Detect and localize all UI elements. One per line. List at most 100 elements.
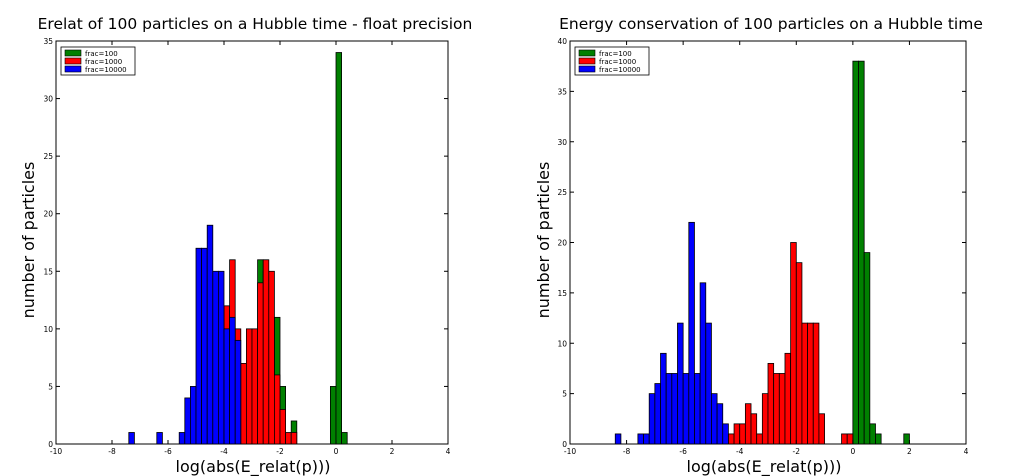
x-tick-label: 4	[446, 447, 451, 456]
y-tick-label: 35	[43, 37, 53, 46]
y-axis-label: number of particles	[534, 162, 553, 319]
histogram-bar	[705, 322, 712, 445]
histogram-bar	[784, 352, 792, 445]
histogram-bar	[262, 259, 270, 445]
histogram-bar	[279, 409, 286, 445]
histogram-bar	[858, 60, 865, 445]
y-tick-label: 25	[43, 152, 53, 161]
histogram-bar	[329, 386, 337, 445]
y-tick-label: 5	[48, 382, 53, 391]
histogram-bar	[229, 316, 236, 445]
histogram-bar	[128, 432, 135, 445]
histogram-bar	[178, 432, 186, 445]
y-tick-label: 20	[557, 239, 567, 248]
histogram-bar	[648, 393, 656, 445]
y-tick-label: 10	[557, 339, 567, 348]
legend-label: frac=100	[85, 50, 118, 58]
histogram-bar	[156, 432, 163, 445]
histogram-bar	[643, 433, 650, 445]
x-tick-label: -4	[736, 447, 744, 456]
y-tick-label: 10	[43, 325, 53, 334]
legend-label: frac=10000	[85, 66, 127, 74]
histogram-bar	[750, 413, 758, 445]
x-tick-label: -6	[164, 447, 172, 456]
histogram-bar	[688, 221, 695, 445]
histogram-bar	[728, 433, 735, 445]
x-tick-label: -10	[50, 447, 62, 456]
histogram-bar	[739, 423, 746, 445]
y-tick-label: 15	[557, 289, 567, 298]
y-tick-label: 5	[562, 390, 567, 399]
histogram-bar	[807, 322, 814, 445]
y-tick-label: 40	[557, 37, 567, 46]
legend-swatch	[64, 65, 82, 73]
histogram-bar	[716, 403, 724, 445]
x-tick-label: 2	[390, 447, 395, 456]
histogram-bar	[614, 433, 622, 445]
histogram-bar	[677, 322, 684, 445]
x-tick-label: -8	[108, 447, 116, 456]
y-tick-label: 30	[557, 138, 567, 147]
histogram-bar	[251, 328, 258, 445]
y-tick-label: 0	[48, 440, 53, 449]
histogram-bar	[841, 433, 848, 445]
histogram-bar	[341, 432, 348, 445]
x-tick-label: -10	[564, 447, 576, 456]
x-tick-label: -6	[679, 447, 687, 456]
plot-area: -10 -8 -6 -4 -2 0 2 405101520253035frac=100frac…	[43, 37, 450, 456]
histogram-bar	[257, 282, 264, 445]
histogram-bar	[869, 423, 876, 445]
y-tick-label: 30	[43, 95, 53, 104]
y-tick-label: 0	[562, 440, 567, 449]
histogram-bar	[212, 270, 219, 445]
histogram-bar	[812, 322, 820, 445]
histogram-bar	[903, 433, 910, 445]
y-tick-label: 20	[43, 210, 53, 219]
legend-swatch	[64, 49, 82, 57]
histogram-bar	[273, 374, 281, 445]
x-tick-label: 4	[964, 447, 969, 456]
legend-label: frac=1000	[599, 58, 636, 66]
histogram-bar	[245, 328, 253, 445]
histogram-bar	[184, 397, 191, 445]
x-tick-label: 0	[334, 447, 339, 456]
histogram-bar	[335, 52, 342, 445]
chart-panel-right: Energy conservation of 100 particles on …	[534, 15, 983, 476]
histogram-bar	[778, 373, 786, 445]
chart-title: Erelat of 100 particles on a Hubble time…	[38, 15, 473, 33]
histogram-bar	[744, 403, 752, 445]
histogram-bar	[733, 423, 741, 445]
legend-swatch	[578, 65, 596, 73]
histogram-bar	[761, 393, 769, 445]
legend-swatch	[64, 57, 82, 65]
plot-area: -10 -8 -6 -4 -2 0 2 40510152025303540frac=100fr…	[557, 37, 968, 456]
histogram-bar	[801, 322, 809, 445]
histogram-bar	[189, 386, 197, 445]
histogram-bar	[671, 373, 678, 445]
legend-label: frac=100	[599, 50, 632, 58]
histogram-bar	[217, 270, 225, 445]
x-tick-label: 0	[850, 447, 855, 456]
x-axis-label: log(abs(E_relat(p)))	[687, 457, 842, 476]
histogram-bar	[852, 60, 859, 445]
legend-swatch	[578, 49, 596, 57]
chart-panel-left: Erelat of 100 particles on a Hubble time…	[19, 15, 472, 476]
histogram-bar	[201, 247, 208, 445]
y-tick-label: 25	[557, 188, 567, 197]
histogram-bar	[290, 432, 298, 445]
histogram-bar	[795, 262, 803, 445]
histogram-bar	[790, 242, 797, 445]
histogram-bar	[846, 433, 854, 445]
histogram-bar	[773, 373, 780, 445]
y-tick-label: 35	[557, 87, 567, 96]
x-tick-label: -8	[623, 447, 631, 456]
histogram-bar	[875, 433, 882, 445]
x-axis-label: log(abs(E_relat(p)))	[176, 457, 331, 476]
histogram-bar	[665, 373, 673, 445]
x-tick-label: -2	[793, 447, 801, 456]
y-axis-label: number of particles	[19, 162, 38, 319]
histogram-bar	[863, 252, 871, 445]
